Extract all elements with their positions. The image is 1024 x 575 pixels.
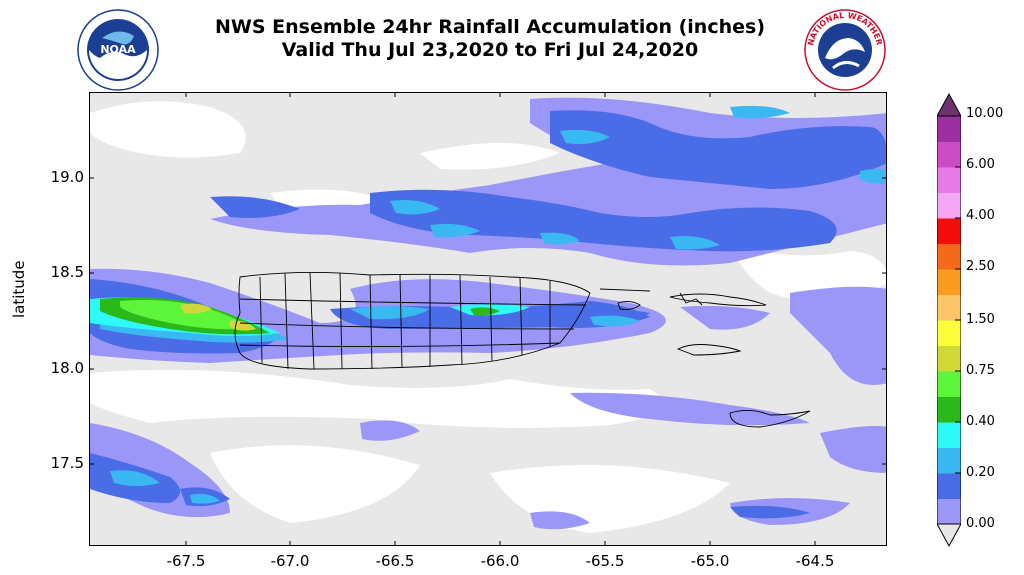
- colorbar-segment: [937, 294, 961, 321]
- rainfall-map: [90, 93, 886, 545]
- colorbar-label: 0.00: [966, 516, 995, 531]
- colorbar-segment: [937, 345, 961, 372]
- colorbar: [937, 92, 961, 548]
- colorbar-segments: [937, 94, 961, 546]
- colorbar-label: 2.50: [966, 259, 995, 274]
- clear-areas: [90, 101, 886, 533]
- colorbar-segment: [937, 320, 961, 346]
- y-tick-label: 19.0: [50, 168, 84, 186]
- colorbar-segment: [937, 94, 961, 116]
- nws-logo: NATIONAL WEATHER SERVICE: [803, 8, 886, 91]
- x-tick-label: -64.5: [795, 552, 835, 570]
- y-tick-label: 18.0: [50, 359, 84, 377]
- colorbar-label: 1.50: [966, 312, 995, 327]
- colorbar-segment: [937, 396, 961, 423]
- colorbar-segment: [937, 498, 961, 525]
- chart-subtitle: Valid Thu Jul 23,2020 to Fri Jul 24,2020: [281, 39, 699, 61]
- x-tick-label: -66.5: [375, 552, 415, 570]
- colorbar-segment: [937, 371, 961, 397]
- x-tick-label: -67.5: [166, 552, 206, 570]
- noaa-logo: NOAA: [77, 9, 159, 91]
- colorbar-segment: [937, 447, 961, 474]
- colorbar-segment: [937, 218, 961, 244]
- chart-title: NWS Ensemble 24hr Rainfall Accumulation …: [180, 16, 800, 62]
- colorbar-segment: [937, 422, 961, 448]
- map-plot-area: [89, 92, 887, 546]
- colorbar-segment: [937, 524, 961, 546]
- colorbar-segment: [937, 473, 961, 499]
- x-tick-label: -65.5: [585, 552, 625, 570]
- colorbar-label: 0.40: [966, 414, 995, 429]
- colorbar-label: 10.00: [966, 106, 1004, 121]
- y-tick-label: 17.5: [50, 454, 84, 472]
- noaa-logo-text: NOAA: [100, 43, 136, 56]
- colorbar-segment: [937, 269, 961, 295]
- colorbar-segment: [937, 192, 961, 219]
- colorbar-segment: [937, 167, 961, 193]
- colorbar-segment: [937, 141, 961, 168]
- colorbar-label: 0.20: [966, 465, 995, 480]
- colorbar-segment: [937, 116, 961, 142]
- x-tick-label: -66.0: [480, 552, 520, 570]
- colorbar-segment: [937, 243, 961, 270]
- colorbar-label: 0.75: [966, 363, 995, 378]
- puerto-rico-outline: [234, 271, 811, 428]
- colorbar-label: 6.00: [966, 157, 995, 172]
- rain-0.75-1.5in: [120, 300, 250, 330]
- colorbar-label: 4.00: [966, 208, 995, 223]
- x-tick-label: -65.0: [690, 552, 730, 570]
- x-tick-label: -67.0: [270, 552, 310, 570]
- chart-title-line1: NWS Ensemble 24hr Rainfall Accumulation …: [214, 16, 766, 38]
- y-tick-label: 18.5: [50, 263, 84, 281]
